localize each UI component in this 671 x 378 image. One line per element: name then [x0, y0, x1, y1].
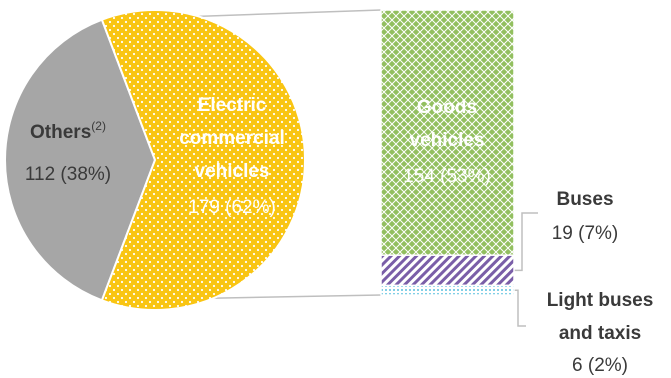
pie-slice-electric: [100, 9, 306, 311]
electric-label-line-1: Electric: [198, 95, 267, 116]
others-value: 112 (38%): [25, 164, 111, 185]
buses-value: 19 (7%): [552, 223, 619, 244]
pie-slice-others: [4, 18, 157, 302]
goods-label-line-1: Goods: [417, 97, 477, 118]
goods-label-line-2: vehicles: [410, 130, 485, 151]
light-label-line-1: Light buses: [547, 290, 654, 311]
others-label: Others(2): [30, 119, 106, 143]
bar-segment-buses: [380, 254, 515, 287]
electric-label-line-2: commercial: [179, 128, 285, 149]
leader-light: [514, 289, 526, 327]
pie: [4, 9, 306, 311]
bar-segment-light: [380, 284, 515, 296]
buses-label: Buses: [556, 189, 613, 210]
light-value: 6 (2%): [572, 355, 628, 376]
electric-label-line-3: vehicles: [195, 161, 270, 182]
leader-buses: [514, 212, 538, 272]
electric-value: 179 (62%): [188, 197, 276, 218]
goods-value: 154 (53%): [403, 166, 491, 187]
light-label-line-2: and taxis: [559, 323, 641, 344]
stacked-bar: [380, 9, 515, 296]
